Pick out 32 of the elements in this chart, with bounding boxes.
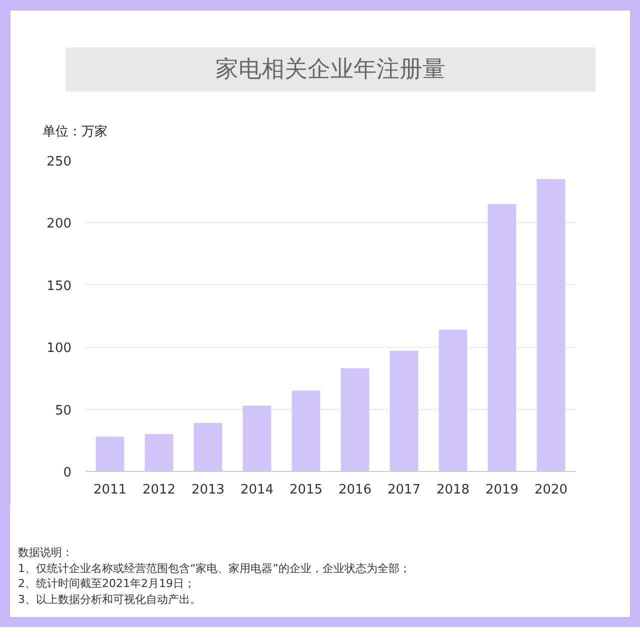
text: 2、统计时间截至2021年2月19日； <box>18 577 195 590</box>
x-tick-label: 2018 <box>436 482 470 498</box>
bar <box>292 390 320 472</box>
bar <box>96 436 124 472</box>
y-tick-label: 250 <box>46 154 72 170</box>
text: 数据说明： <box>18 546 73 559</box>
chart-title: 家电相关企业年注册量 <box>216 56 446 82</box>
text: 3、以上数据分析和可视化自动产出。 <box>18 592 201 606</box>
y-axis-title: 单位：万家 <box>42 124 108 140</box>
bar <box>390 350 418 472</box>
x-tick-label: 2020 <box>534 482 568 498</box>
x-tick-label: 2013 <box>191 482 225 498</box>
x-tick-label: 2014 <box>240 482 274 498</box>
x-tick-label: 2016 <box>338 482 372 498</box>
x-tick-label: 2011 <box>93 482 127 498</box>
y-tick-label: 150 <box>46 278 72 294</box>
bar <box>536 179 566 472</box>
bar <box>488 204 516 472</box>
x-tick-label: 2017 <box>387 482 421 498</box>
y-tick-label: 100 <box>46 341 72 356</box>
text: 1、仅统计企业名称或经营范围包含“家电、家用电器”的企业，企业状态为全部； <box>18 562 410 574</box>
bar <box>242 406 272 472</box>
bar <box>144 434 174 472</box>
x-tick-label: 2019 <box>485 482 519 498</box>
x-tick-label: 2012 <box>142 482 176 498</box>
x-tick-label: 2015 <box>289 482 323 498</box>
y-tick-label: 200 <box>46 216 72 232</box>
bar <box>194 422 222 472</box>
bar <box>340 368 370 472</box>
bar <box>438 330 468 472</box>
y-tick-label: 50 <box>54 403 72 418</box>
y-tick-label: 0 <box>63 466 72 480</box>
